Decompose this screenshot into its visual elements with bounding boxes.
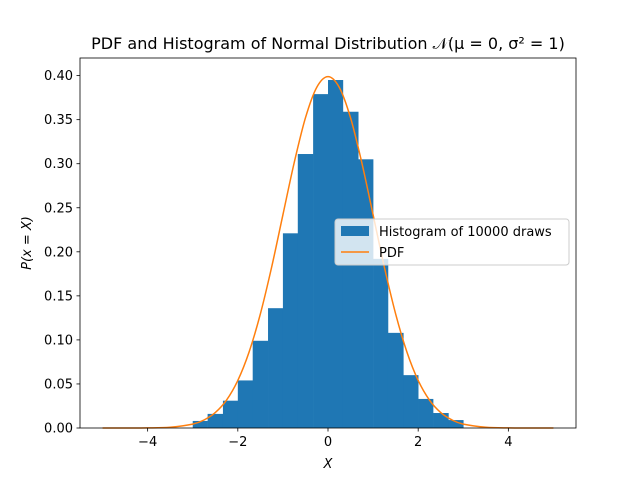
histogram-bar — [222, 400, 239, 428]
histogram-bar — [297, 154, 314, 428]
y-tick-label: 0.20 — [44, 245, 73, 260]
legend-label-pdf: PDF — [379, 246, 404, 261]
histogram-bar — [207, 413, 224, 428]
x-tick-label: −4 — [138, 435, 157, 450]
histogram-bar — [403, 375, 419, 428]
legend-swatch-histogram — [341, 226, 369, 236]
histogram-bar — [433, 413, 449, 428]
pdf-curve — [102, 75, 554, 429]
y-tick-label: 0.40 — [44, 69, 73, 84]
y-tick-label: 0.05 — [44, 377, 73, 392]
legend-box — [334, 218, 570, 266]
histogram-bars — [192, 80, 464, 429]
histogram-bar — [387, 332, 404, 428]
histogram-bar — [418, 398, 434, 428]
histogram-bar — [237, 380, 253, 428]
histogram-bar — [313, 94, 329, 429]
chart-title: PDF and Histogram of Normal Distribution… — [91, 34, 565, 53]
histogram-bar — [268, 308, 284, 428]
y-tick-label: 0.10 — [44, 333, 73, 348]
y-axis-ticks: 0.00 0.05 0.10 0.15 0.20 0.25 0.30 0.35 0.40 — [44, 69, 80, 437]
y-tick-label: 0.25 — [44, 201, 73, 216]
histogram-bar — [373, 258, 389, 428]
histogram-bar — [358, 159, 374, 428]
histogram-bar — [342, 111, 359, 429]
x-tick-label: 2 — [414, 435, 422, 450]
histogram-bar — [448, 420, 464, 428]
legend: Histogram of 10000 draws PDF — [334, 218, 570, 266]
y-tick-label: 0.15 — [44, 289, 73, 304]
histogram-bar — [252, 340, 269, 428]
histogram-bar — [282, 233, 299, 428]
x-tick-label: 0 — [324, 435, 332, 450]
y-tick-label: 0.00 — [44, 422, 73, 437]
x-tick-label: 4 — [504, 435, 512, 450]
y-tick-label: 0.30 — [44, 157, 73, 172]
y-axis-label: P(x = X) — [20, 216, 35, 270]
x-axis-ticks: −4 −2 0 2 4 — [138, 428, 513, 450]
y-tick-label: 0.35 — [44, 113, 73, 128]
histogram-bar — [192, 420, 208, 428]
pdf-line — [102, 75, 554, 429]
legend-label-histogram: Histogram of 10000 draws — [379, 225, 552, 240]
x-axis-label: X — [323, 457, 334, 472]
x-tick-label: −2 — [228, 435, 247, 450]
